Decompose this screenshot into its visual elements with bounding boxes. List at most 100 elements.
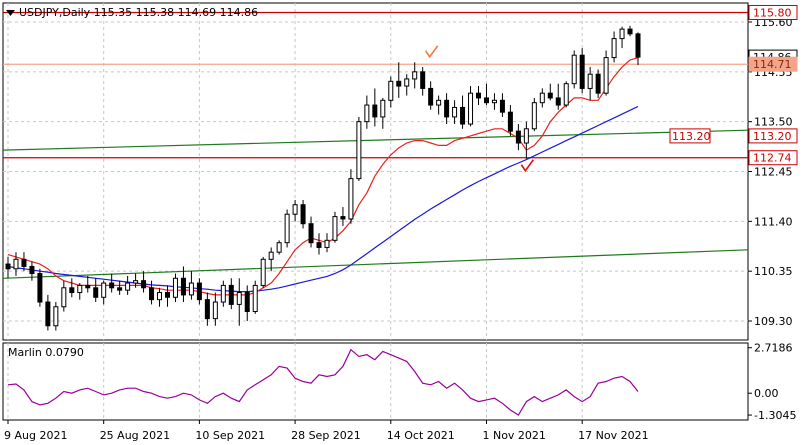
candle-body — [45, 301, 51, 327]
candle-body — [252, 284, 258, 313]
candle-body — [491, 99, 497, 104]
candle — [324, 233, 330, 253]
candle — [348, 169, 354, 224]
candle-body — [547, 92, 553, 99]
candle — [428, 81, 434, 110]
candle — [284, 209, 290, 248]
candle-body — [444, 99, 450, 118]
candle-body — [117, 287, 123, 291]
candle — [619, 26, 625, 49]
checkmark-icon — [520, 159, 535, 173]
candle-body — [125, 282, 131, 291]
candle — [515, 124, 521, 151]
candle-body — [523, 128, 529, 144]
candle-body — [412, 71, 418, 80]
candle — [260, 256, 266, 288]
candle — [109, 273, 115, 293]
candle — [21, 252, 27, 272]
x-tick-label: 25 Aug 2021 — [100, 429, 170, 442]
candle-body — [204, 299, 210, 320]
y-tick-label: 2.7186 — [754, 342, 793, 355]
candle — [93, 278, 99, 303]
candle — [587, 67, 593, 101]
candle-body — [37, 273, 43, 303]
candle — [563, 81, 569, 108]
candle — [468, 86, 474, 127]
y-tick-label: -1.3045 — [754, 409, 796, 422]
level-label-box — [669, 128, 711, 144]
y-tick-label: 109.30 — [754, 315, 793, 328]
candle-body — [157, 292, 163, 301]
x-tick-label: 17 Nov 2021 — [578, 429, 648, 442]
candle-body — [5, 263, 11, 270]
candle-body — [236, 292, 242, 305]
candle-body — [380, 99, 386, 118]
candle — [157, 287, 163, 307]
candle — [452, 100, 458, 125]
candle — [635, 32, 641, 66]
candle — [308, 216, 314, 248]
candle — [276, 240, 282, 255]
price-tag-box — [748, 150, 798, 166]
candle-body — [595, 73, 601, 94]
candle-body — [61, 287, 67, 308]
candle-body — [172, 277, 178, 298]
candle — [244, 285, 250, 322]
candle — [300, 199, 306, 229]
candle — [125, 275, 131, 295]
marlin-panel-frame — [2, 342, 749, 421]
candle-body — [611, 38, 617, 59]
candle — [101, 280, 107, 305]
x-tick-label: 1 Nov 2021 — [482, 429, 545, 442]
y-tick-label: 113.50 — [754, 116, 793, 129]
candle — [571, 50, 577, 89]
candle-body — [539, 92, 545, 104]
price-tag-label: 113.20 — [753, 130, 792, 143]
candle-body — [531, 102, 537, 130]
x-tick-label: 14 Oct 2021 — [387, 429, 455, 442]
price-tag-box — [748, 4, 798, 20]
price-tag-label: 115.80 — [753, 6, 792, 19]
candle — [436, 95, 442, 115]
candle — [133, 273, 139, 288]
channel-line — [2, 249, 749, 279]
price-tag-label: 114.71 — [753, 58, 792, 71]
price-tag-box — [748, 128, 798, 144]
candle-body — [452, 106, 458, 118]
candle-body — [29, 265, 35, 275]
candle-body — [212, 301, 218, 320]
candle-body — [515, 130, 521, 144]
candle-body — [428, 87, 434, 106]
candle — [29, 261, 35, 281]
candle — [292, 199, 298, 222]
candle — [412, 62, 418, 89]
candle-body — [77, 284, 83, 294]
candle-body — [85, 284, 91, 289]
candle-body — [627, 28, 633, 35]
candle — [53, 302, 59, 331]
candle — [476, 86, 482, 106]
candle — [372, 88, 378, 127]
marlin-panel: 2.7186 0.00 -1.3045 — [2, 342, 796, 422]
candle — [13, 252, 19, 276]
candle-body — [196, 282, 202, 301]
candle-body — [340, 216, 346, 220]
candle — [404, 74, 410, 96]
candle-body — [268, 251, 274, 260]
y-tick-label: 112.45 — [754, 166, 793, 179]
candle-body — [21, 258, 27, 267]
candle — [236, 278, 242, 326]
candle-body — [563, 83, 569, 106]
candle-body — [93, 287, 99, 298]
candle — [141, 271, 147, 293]
dropdown-triangle-icon[interactable] — [6, 10, 15, 16]
candle — [172, 273, 178, 303]
candle-body — [460, 106, 466, 125]
candle — [340, 207, 346, 227]
candle — [547, 83, 553, 101]
candle-body — [244, 292, 250, 313]
candle — [5, 256, 11, 279]
candle-body — [348, 178, 354, 220]
time-axis: 9 Aug 2021 25 Aug 2021 10 Sep 2021 28 Sep 2… — [4, 420, 649, 442]
